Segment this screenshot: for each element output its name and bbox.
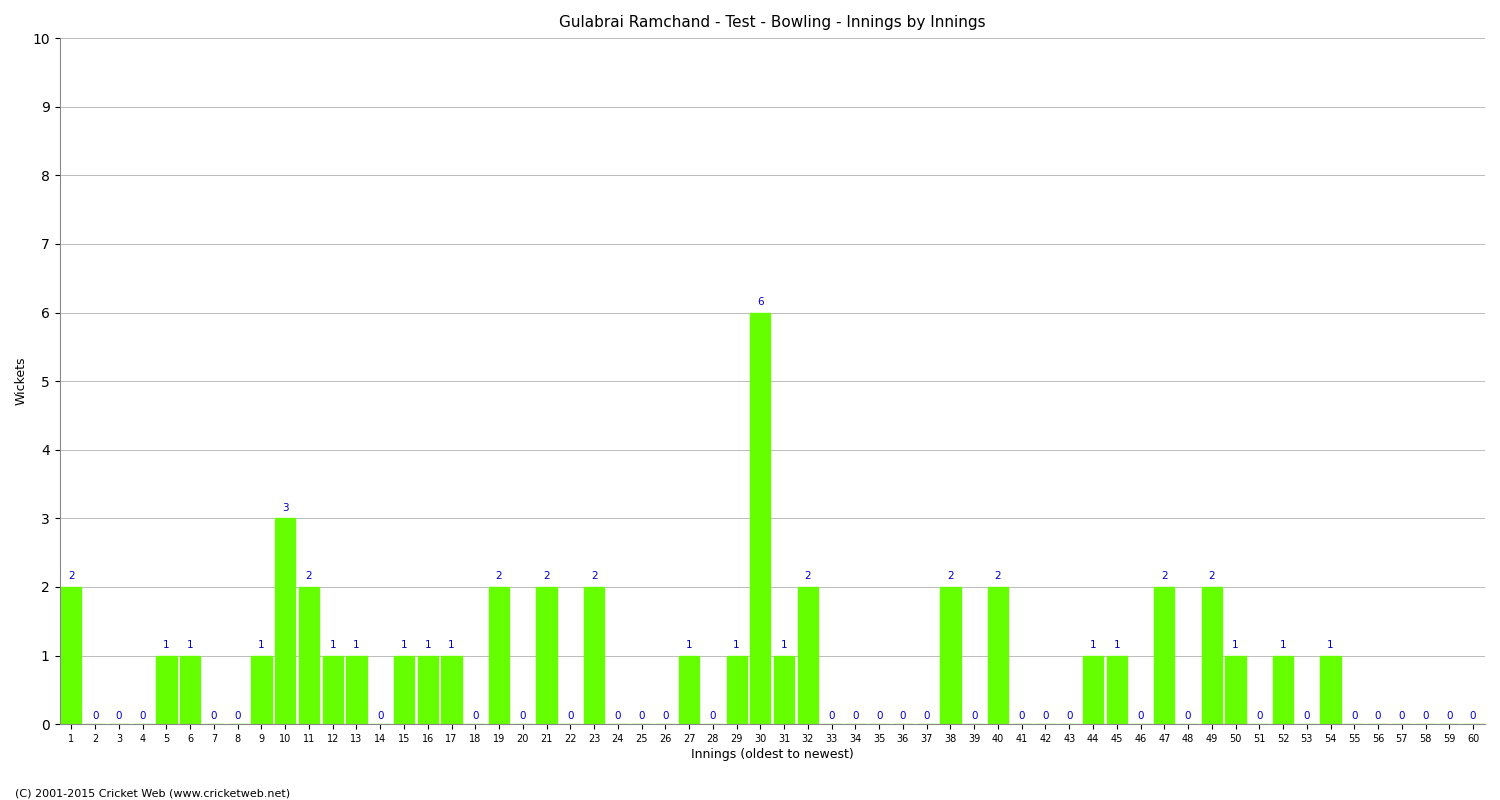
Text: 1: 1 — [1280, 640, 1287, 650]
Text: 2: 2 — [68, 571, 75, 582]
Bar — [798, 587, 818, 724]
Bar — [1083, 655, 1102, 724]
Bar — [750, 313, 771, 724]
Text: 1: 1 — [782, 640, 788, 650]
Bar — [1226, 655, 1245, 724]
Text: 0: 0 — [1019, 710, 1025, 721]
Bar — [441, 655, 462, 724]
Text: 2: 2 — [543, 571, 550, 582]
Bar — [1202, 587, 1222, 724]
Bar — [1154, 587, 1174, 724]
Text: 0: 0 — [1422, 710, 1430, 721]
Text: 2: 2 — [804, 571, 812, 582]
Text: 1: 1 — [1089, 640, 1096, 650]
Text: 0: 0 — [1352, 710, 1358, 721]
Bar — [584, 587, 604, 724]
Bar — [489, 587, 508, 724]
Text: 1: 1 — [164, 640, 170, 650]
Text: (C) 2001-2015 Cricket Web (www.cricketweb.net): (C) 2001-2015 Cricket Web (www.cricketwe… — [15, 788, 290, 798]
Text: 0: 0 — [1304, 710, 1310, 721]
Text: 1: 1 — [1328, 640, 1334, 650]
Text: 0: 0 — [876, 710, 882, 721]
Text: 0: 0 — [472, 710, 478, 721]
Text: 0: 0 — [1256, 710, 1263, 721]
Bar — [537, 587, 556, 724]
Text: 6: 6 — [758, 297, 764, 307]
Text: 0: 0 — [662, 710, 669, 721]
Text: 0: 0 — [92, 710, 99, 721]
Text: 0: 0 — [828, 710, 836, 721]
Title: Gulabrai Ramchand - Test - Bowling - Innings by Innings: Gulabrai Ramchand - Test - Bowling - Inn… — [560, 15, 986, 30]
Text: 0: 0 — [210, 710, 218, 721]
Text: 0: 0 — [852, 710, 858, 721]
Bar — [252, 655, 272, 724]
Text: 0: 0 — [140, 710, 146, 721]
Text: 0: 0 — [615, 710, 621, 721]
Bar — [774, 655, 794, 724]
Bar — [417, 655, 438, 724]
Bar — [274, 518, 296, 724]
Text: 0: 0 — [1398, 710, 1406, 721]
Text: 2: 2 — [591, 571, 597, 582]
Bar — [680, 655, 699, 724]
Text: 1: 1 — [352, 640, 360, 650]
Text: 0: 0 — [1042, 710, 1048, 721]
Bar — [298, 587, 320, 724]
Text: 0: 0 — [710, 710, 716, 721]
Text: 2: 2 — [495, 571, 502, 582]
Text: 0: 0 — [924, 710, 930, 721]
Text: 1: 1 — [686, 640, 693, 650]
Bar — [1274, 655, 1293, 724]
Text: 0: 0 — [234, 710, 242, 721]
Text: 3: 3 — [282, 503, 288, 513]
Text: 0: 0 — [900, 710, 906, 721]
Text: 2: 2 — [1209, 571, 1215, 582]
Text: 2: 2 — [1161, 571, 1167, 582]
Text: 0: 0 — [519, 710, 526, 721]
Text: 0: 0 — [1446, 710, 1452, 721]
Bar — [156, 655, 177, 724]
Text: 1: 1 — [258, 640, 266, 650]
Text: 0: 0 — [1137, 710, 1144, 721]
Bar — [1320, 655, 1341, 724]
Text: 0: 0 — [1185, 710, 1191, 721]
Bar — [346, 655, 366, 724]
Bar — [394, 655, 414, 724]
Bar — [1107, 655, 1126, 724]
Text: 1: 1 — [734, 640, 740, 650]
Bar — [322, 655, 344, 724]
Text: 0: 0 — [1470, 710, 1476, 721]
Text: 2: 2 — [994, 571, 1002, 582]
Text: 0: 0 — [1376, 710, 1382, 721]
Text: 1: 1 — [448, 640, 454, 650]
Bar — [940, 587, 960, 724]
Text: 0: 0 — [639, 710, 645, 721]
Text: 1: 1 — [1232, 640, 1239, 650]
Text: 0: 0 — [970, 710, 978, 721]
Text: 1: 1 — [1113, 640, 1120, 650]
Text: 0: 0 — [1066, 710, 1072, 721]
Text: 0: 0 — [116, 710, 122, 721]
X-axis label: Innings (oldest to newest): Innings (oldest to newest) — [692, 748, 853, 761]
Text: 1: 1 — [330, 640, 336, 650]
Text: 2: 2 — [306, 571, 312, 582]
Text: 1: 1 — [424, 640, 430, 650]
Bar — [988, 587, 1008, 724]
Bar — [62, 587, 81, 724]
Text: 2: 2 — [946, 571, 954, 582]
Text: 0: 0 — [567, 710, 573, 721]
Text: 1: 1 — [188, 640, 194, 650]
Text: 1: 1 — [400, 640, 408, 650]
Y-axis label: Wickets: Wickets — [15, 357, 28, 406]
Bar — [180, 655, 201, 724]
Bar — [726, 655, 747, 724]
Text: 0: 0 — [376, 710, 384, 721]
